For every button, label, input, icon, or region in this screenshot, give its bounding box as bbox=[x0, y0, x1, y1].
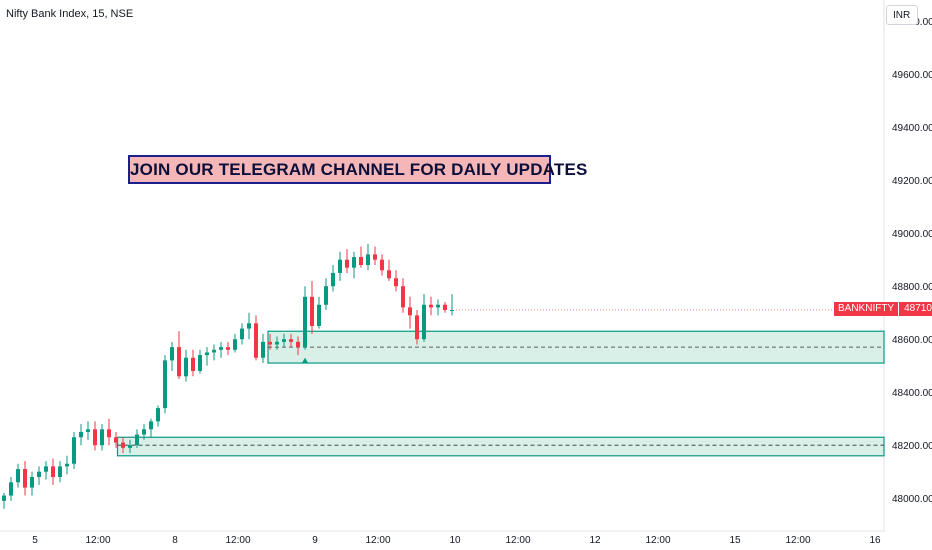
x-tick-label: 9 bbox=[312, 535, 318, 546]
y-tick-label: 48800.00 bbox=[892, 282, 932, 293]
candle-body bbox=[233, 339, 237, 350]
candle-body bbox=[58, 466, 62, 477]
candle-body bbox=[443, 304, 447, 311]
candle-body bbox=[219, 347, 223, 350]
candle-body bbox=[149, 421, 153, 430]
candle-body bbox=[303, 296, 307, 348]
candle-body bbox=[72, 437, 76, 464]
candle-body bbox=[275, 341, 279, 345]
candle-body bbox=[317, 304, 321, 326]
y-tick-label: 49000.00 bbox=[892, 229, 932, 240]
candle-body bbox=[345, 259, 349, 268]
candle-body bbox=[380, 259, 384, 271]
x-tick-label: 16 bbox=[869, 535, 881, 546]
support-zone bbox=[116, 436, 885, 457]
candle-body bbox=[121, 442, 125, 448]
candle-body bbox=[170, 347, 174, 361]
candle-body bbox=[247, 323, 251, 329]
candle-body bbox=[184, 357, 188, 377]
y-tick-label: 49200.00 bbox=[892, 176, 932, 187]
chart-title: Nifty Bank Index, 15, NSE bbox=[6, 8, 134, 20]
candle-body bbox=[65, 463, 69, 467]
candle-body bbox=[268, 341, 272, 345]
candle-body bbox=[93, 429, 97, 446]
y-tick-label: 48200.00 bbox=[892, 441, 932, 452]
y-tick-label: 49400.00 bbox=[892, 123, 932, 134]
candle-body bbox=[205, 352, 209, 356]
candle-body bbox=[450, 310, 454, 312]
candle-body bbox=[352, 257, 356, 268]
candle-body bbox=[282, 339, 286, 342]
price-label-value: 48710.45 bbox=[899, 302, 932, 316]
candle-body bbox=[359, 257, 363, 265]
x-tick-label: 12 bbox=[589, 535, 601, 546]
candle-body bbox=[366, 254, 370, 265]
y-tick-label: 48400.00 bbox=[892, 388, 932, 399]
candle-body bbox=[338, 259, 342, 273]
candle-body bbox=[51, 466, 55, 477]
candle-body bbox=[79, 431, 83, 438]
candle-body bbox=[324, 286, 328, 305]
x-tick-label: 8 bbox=[172, 535, 178, 546]
candle-body bbox=[422, 304, 426, 340]
candle-body bbox=[2, 495, 6, 501]
candle-body bbox=[163, 360, 167, 409]
candle-body bbox=[128, 445, 132, 448]
x-tick-label: 12:00 bbox=[645, 535, 670, 546]
up-arrow-marker bbox=[302, 357, 308, 363]
candle-body bbox=[44, 466, 48, 472]
x-tick-label: 12:00 bbox=[505, 535, 530, 546]
candle-body bbox=[86, 429, 90, 432]
x-tick-label: 10 bbox=[449, 535, 461, 546]
y-tick-label: 48000.00 bbox=[892, 494, 932, 505]
candle-body bbox=[156, 408, 160, 422]
candle-body bbox=[296, 341, 300, 348]
x-tick-label: 12:00 bbox=[225, 535, 250, 546]
x-tick-label: 12:00 bbox=[85, 535, 110, 546]
candle-body bbox=[212, 349, 216, 353]
candle-body bbox=[240, 328, 244, 340]
x-tick-label: 12:00 bbox=[365, 535, 390, 546]
candle-body bbox=[387, 270, 391, 279]
candle-body bbox=[135, 434, 139, 446]
current-price-label: BANKNIFTY 48710.45 bbox=[834, 302, 932, 316]
candle-body bbox=[16, 469, 20, 483]
candle-body bbox=[401, 286, 405, 308]
candle-body bbox=[198, 355, 202, 371]
candle-body bbox=[177, 347, 181, 377]
candle-body bbox=[23, 469, 27, 488]
candle-body bbox=[107, 429, 111, 438]
y-tick-label: 49600.00 bbox=[892, 70, 932, 81]
x-tick-label: 5 bbox=[32, 535, 38, 546]
candle-body bbox=[394, 278, 398, 287]
candle-body bbox=[100, 429, 104, 446]
telegram-banner: JOIN OUR TELEGRAM CHANNEL FOR DAILY UPDA… bbox=[128, 155, 587, 184]
x-tick-label: 15 bbox=[729, 535, 741, 546]
candle-body bbox=[429, 304, 433, 308]
candle-body bbox=[254, 323, 258, 358]
candle-body bbox=[9, 482, 13, 496]
candle-body bbox=[310, 296, 314, 326]
candle-body bbox=[289, 339, 293, 342]
currency-selector[interactable]: INR bbox=[886, 5, 918, 25]
x-tick-label: 12:00 bbox=[785, 535, 810, 546]
candle-body bbox=[226, 347, 230, 350]
y-tick-label: 48600.00 bbox=[892, 335, 932, 346]
candle-body bbox=[142, 429, 146, 435]
price-label-symbol: BANKNIFTY bbox=[834, 302, 899, 316]
candle-body bbox=[30, 477, 34, 488]
candle-body bbox=[191, 357, 195, 371]
candle-body bbox=[261, 341, 265, 358]
candle-body bbox=[37, 471, 41, 477]
candle-body bbox=[331, 272, 335, 287]
candle-body bbox=[408, 307, 412, 316]
candle-body bbox=[373, 254, 377, 260]
candle-body bbox=[436, 304, 440, 308]
candle-body bbox=[415, 315, 419, 340]
candle-body bbox=[114, 437, 118, 443]
